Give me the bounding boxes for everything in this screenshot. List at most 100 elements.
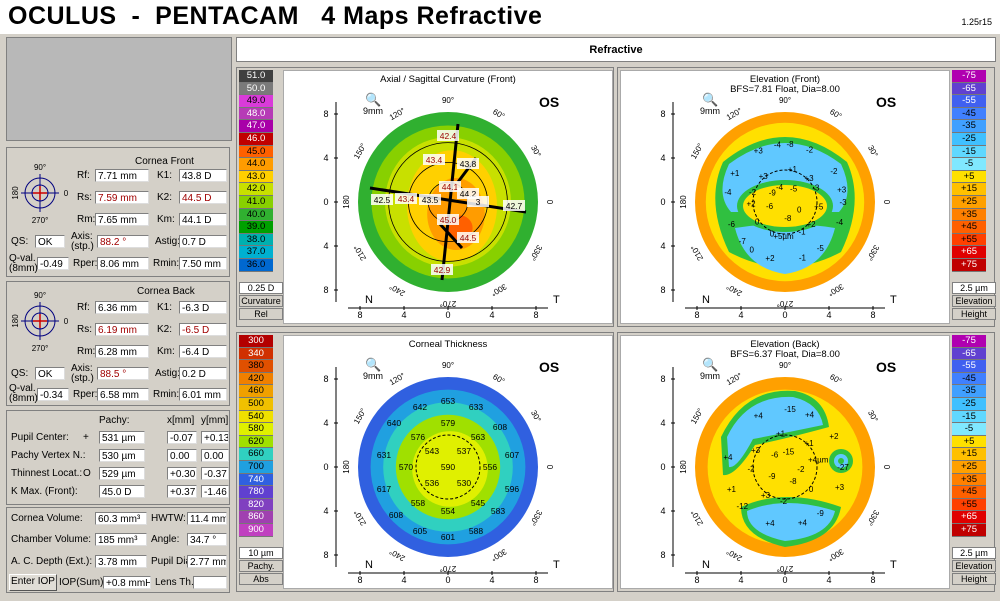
eye-label: OS: [876, 94, 897, 110]
hwtw-value: 11.4 mm: [187, 512, 227, 525]
scale-cell: -5: [952, 158, 986, 171]
map-value-label: 44.5: [460, 233, 477, 243]
map-value-label: 554: [441, 506, 455, 516]
scale-cell: 900: [239, 523, 273, 537]
lens-value[interactable]: [193, 576, 227, 589]
map-value-label: 596: [505, 484, 519, 494]
back-rf-label: Rf:: [77, 302, 90, 313]
y-tick: 8: [323, 374, 328, 384]
angle-label: 30°: [529, 409, 543, 424]
pachy-row-label: Pachy Vertex N.:: [11, 450, 86, 461]
scale-type[interactable]: Pachy.: [239, 560, 283, 572]
map-value-label: -2: [780, 497, 788, 506]
scale-cell: 700: [239, 460, 273, 474]
scale-cell: 580: [239, 423, 273, 436]
scale-cell: 340: [239, 347, 273, 361]
map-elev_back[interactable]: -75 -65 -55 -45 -35 -25 -15 -5 +5 +15 +25 +35 +45 +55…: [617, 332, 996, 592]
y-tick: 8: [660, 374, 665, 384]
x-tick: 8: [694, 575, 699, 585]
scale-mode[interactable]: Height: [952, 308, 996, 320]
map-value-label: 43.4: [426, 155, 443, 165]
angle-label: 60°: [491, 107, 506, 121]
map-value-label: 570: [399, 462, 413, 472]
scale-cell: +45: [952, 221, 986, 234]
angle-label: 270°: [440, 299, 457, 308]
pachy-row-y: -0.37: [201, 467, 229, 480]
orient-right-label: 0: [64, 189, 69, 198]
angle-label: 240°: [388, 547, 407, 563]
map-value-label: +4µm: [808, 456, 829, 465]
scale-step: 0.25 D: [239, 282, 283, 294]
zoom-icon[interactable]: 🔍: [365, 357, 382, 372]
map-value-label: +5µm: [773, 232, 794, 241]
zoom-icon[interactable]: 🔍: [702, 357, 719, 372]
map-value-label: 653: [441, 396, 455, 406]
map-value-label: 545: [471, 498, 485, 508]
angle-label: 330°: [865, 243, 881, 262]
angle-label: 300°: [826, 547, 845, 563]
pupil-dia-label: Pupil Dia:: [151, 556, 194, 567]
map-thickness[interactable]: 300 340 380 420 460 500 540 580 620 660 700 740 780 8…: [236, 332, 614, 592]
map-value-label: 42.4: [440, 131, 457, 141]
rmin-value: 7.50 mm: [179, 257, 227, 270]
scale-type[interactable]: Curvature: [239, 295, 283, 307]
scale-step: 10 µm: [239, 547, 283, 559]
scale-cell: 380: [239, 360, 273, 373]
back-k1-value: -6.3 D: [179, 301, 227, 314]
x-tick: 4: [738, 575, 743, 585]
scale-cell: 40.0: [239, 208, 273, 222]
back-km-value: -6.4 D: [179, 345, 227, 358]
x-tick: 8: [870, 575, 875, 585]
scale-cell: 820: [239, 498, 273, 512]
y-tick: 4: [323, 506, 328, 516]
version-label: 1.25r15: [961, 17, 992, 27]
scale-cell: 42.0: [239, 183, 273, 196]
astig-value: 0.7 D: [179, 235, 227, 248]
map-value-label: -4: [724, 188, 732, 197]
k2-value: 44.5 D: [179, 191, 227, 204]
color-scale-axial: 51.0 50.0 49.0 48.0 47.0 46.0 45.0 44.0 43.0 42.0…: [239, 70, 273, 272]
scale-mode[interactable]: Abs: [239, 573, 283, 585]
angle-label: 90°: [779, 361, 791, 370]
scale-cell: -65: [952, 347, 986, 361]
rper-label: Rper:: [73, 258, 98, 269]
scale-mm-label: 9mm: [363, 106, 383, 116]
zoom-icon[interactable]: 🔍: [702, 92, 719, 107]
map-value-label: +1: [727, 485, 737, 494]
scale-cell: 780: [239, 486, 273, 499]
angle-label: 30°: [529, 144, 543, 159]
zoom-icon[interactable]: 🔍: [365, 92, 382, 107]
eye-label: OS: [876, 359, 897, 375]
scale-cell: +55: [952, 233, 986, 247]
scale-type[interactable]: Elevation: [952, 295, 996, 307]
x-tick: 4: [401, 575, 406, 585]
orientation-icon-back: 90° 270° 180 0: [11, 291, 69, 352]
map-elev_front[interactable]: -75 -65 -55 -45 -35 -25 -15 -5 +5 +15 +25 +35 +45 +55…: [617, 67, 996, 327]
map-value-label: -15: [783, 447, 795, 456]
rf-label: Rf:: [77, 170, 90, 181]
scale-type[interactable]: Elevation: [952, 560, 996, 572]
back-qs-label: QS:: [11, 368, 29, 379]
x-tick: 0: [782, 310, 787, 320]
enter-iop-button[interactable]: Enter IOP: [9, 574, 57, 591]
scale-cell: +25: [952, 460, 986, 474]
scale-cell: -65: [952, 82, 986, 96]
angle-label: 60°: [828, 372, 843, 386]
map-value-label: +1: [730, 169, 740, 178]
scale-mode[interactable]: Rel: [239, 308, 283, 320]
scale-mode[interactable]: Height: [952, 573, 996, 585]
pachy-row-value: 531 µm: [99, 431, 145, 444]
angle-label: 150°: [689, 407, 705, 426]
pachy-row-value: 529 µm: [99, 467, 145, 480]
map-value-label: -2: [797, 465, 805, 474]
map-value-label: 576: [411, 432, 425, 442]
map-axial[interactable]: 51.0 50.0 49.0 48.0 47.0 46.0 45.0 44.0 43.0 42.0…: [236, 67, 614, 327]
scale-cell: -25: [952, 397, 986, 411]
scale-cell: +75: [952, 523, 986, 537]
angle-label: 210°: [352, 508, 368, 527]
back-k2-value: -6.5 D: [179, 323, 227, 336]
pachy-row-mark: O: [83, 468, 91, 479]
temporal-label: T: [553, 294, 560, 306]
angle-label: 120°: [725, 371, 744, 387]
cornea-front-title: Cornea Front: [135, 156, 194, 167]
